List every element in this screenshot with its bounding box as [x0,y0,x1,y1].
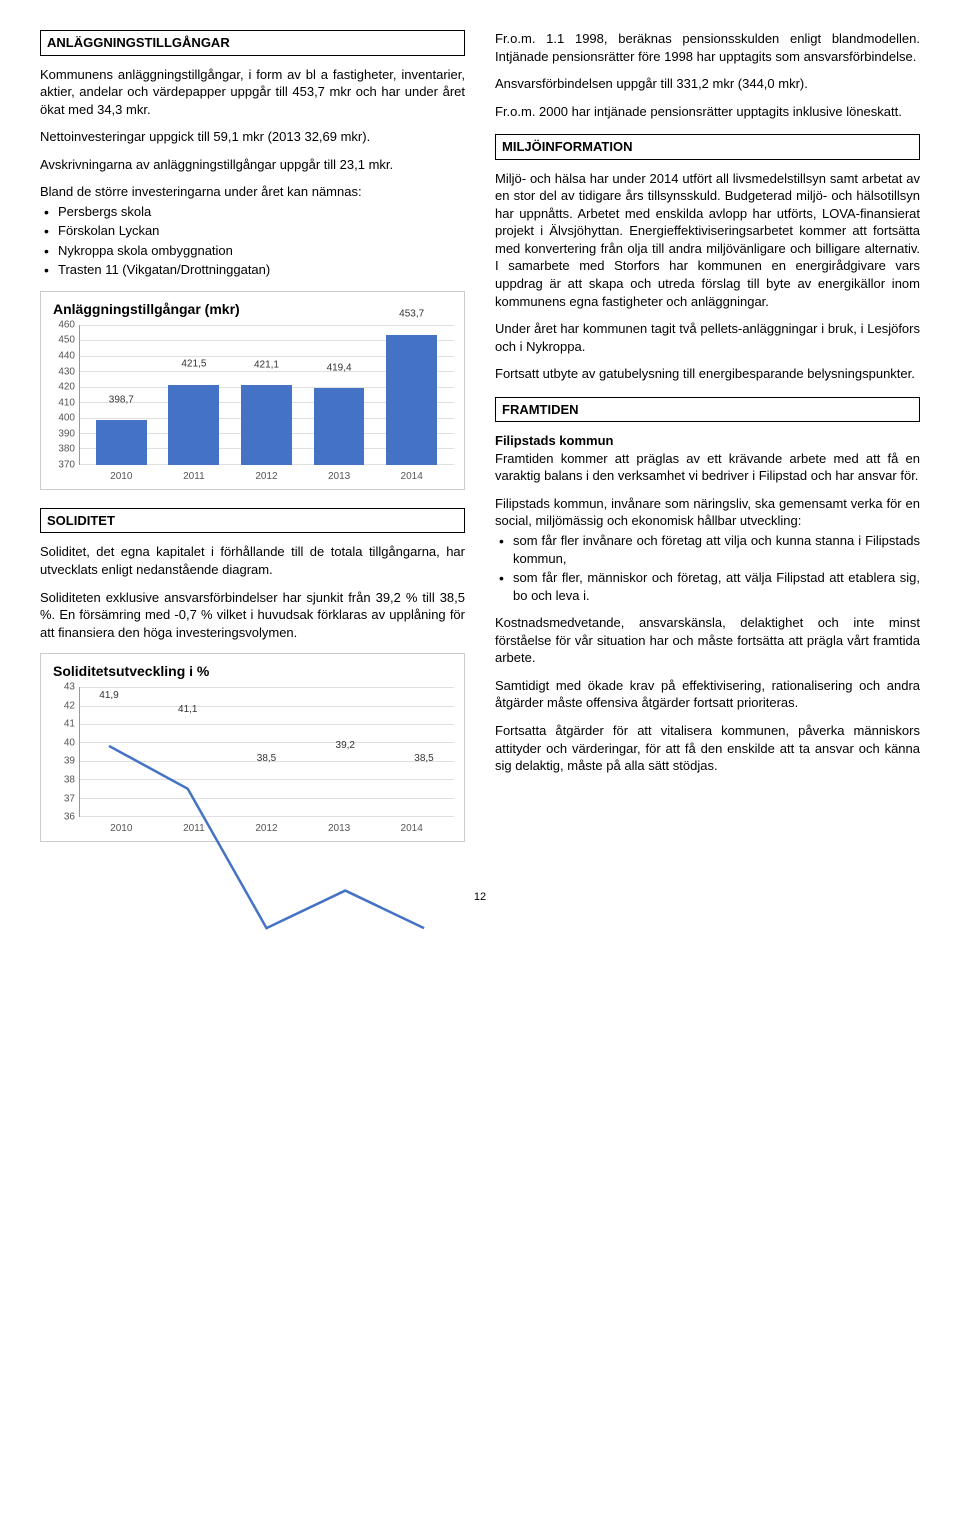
y-tick: 40 [64,736,75,750]
right-column: Fr.o.m. 1.1 1998, beräknas pensionsskuld… [495,30,920,860]
y-tick: 380 [58,443,75,457]
para-text: Framtiden kommer att präglas av ett kräv… [495,451,920,484]
chart-title: Anläggningstillgångar (mkr) [47,300,458,319]
y-tick: 450 [58,334,75,348]
bar: 419,4 [303,325,376,465]
para: Fortsatta åtgärder för att vitalisera ko… [495,722,920,775]
y-tick: 390 [58,427,75,441]
bar: 421,5 [158,325,231,465]
x-tick: 2010 [85,819,158,837]
para: Avskrivningarna av anläggningstillgångar… [40,156,465,174]
x-tick: 2011 [158,819,231,837]
para: Soliditet, det egna kapitalet i förhålla… [40,543,465,578]
investment-list: Persbergs skola Förskolan Lyckan Nykropp… [40,203,465,279]
y-tick: 400 [58,411,75,425]
y-tick: 43 [64,680,75,694]
bar-value-label: 421,5 [181,358,206,372]
para: Soliditeten exklusive ansvarsförbindelse… [40,589,465,642]
bar: 453,7 [375,325,448,465]
bar: 398,7 [85,325,158,465]
list-item: Persbergs skola [40,203,465,221]
y-tick: 39 [64,755,75,769]
heading-miljo: MILJÖINFORMATION [495,134,920,160]
bar-value-label: 453,7 [399,308,424,322]
y-tick: 38 [64,773,75,787]
list-item: Trasten 11 (Vikgatan/Drottninggatan) [40,261,465,279]
list-item: som får fler, människor och företag, att… [495,569,920,604]
point-label: 39,2 [336,739,355,753]
x-tick: 2014 [375,467,448,485]
para: Under året har kommunen tagit två pellet… [495,320,920,355]
bar-value-label: 398,7 [109,393,134,407]
bar-value-label: 419,4 [327,361,352,375]
y-tick: 420 [58,380,75,394]
para: Fr.o.m. 2000 har intjänade pensionsrätte… [495,103,920,121]
para: Miljö- och hälsa har under 2014 utfört a… [495,170,920,310]
x-tick: 2013 [303,467,376,485]
para: Fortsatt utbyte av gatubelysning till en… [495,365,920,383]
para: Filipstads kommun Framtiden kommer att p… [495,432,920,485]
para: Ansvarsförbindelsen uppgår till 331,2 mk… [495,75,920,93]
y-tick: 37 [64,792,75,806]
list-item: som får fler invånare och företag att vi… [495,532,920,567]
x-tick: 2010 [85,467,158,485]
framtiden-list: som får fler invånare och företag att vi… [495,532,920,604]
para: Kostnadsmedvetande, ansvarskänsla, delak… [495,614,920,667]
chart-title: Soliditetsutveckling i % [47,662,458,681]
x-tick: 2013 [303,819,376,837]
point-label: 41,1 [178,703,197,717]
subheading-filipstad: Filipstads kommun [495,433,613,448]
line-chart-soliditet: Soliditetsutveckling i % 36 37 38 39 40 41 42 4… [40,653,465,842]
para: Nettoinvesteringar uppgick till 59,1 mkr… [40,128,465,146]
y-tick: 370 [58,458,75,472]
list-item: Nykroppa skola ombyggnation [40,242,465,260]
list-item: Förskolan Lyckan [40,222,465,240]
bar-chart-anlaggning: Anläggningstillgångar (mkr) 370380 390 400… [40,291,465,490]
y-tick: 36 [64,810,75,824]
para: Kommunens anläggningstillgångar, i form … [40,66,465,119]
point-label: 41,9 [99,689,118,703]
bar-value-label: 421,1 [254,358,279,372]
x-tick: 2012 [230,819,303,837]
y-tick: 41 [64,717,75,731]
x-tick: 2012 [230,467,303,485]
y-tick: 42 [64,699,75,713]
para: Fr.o.m. 1.1 1998, beräknas pensionsskuld… [495,30,920,65]
point-label: 38,5 [414,752,433,766]
x-tick: 2014 [375,819,448,837]
y-tick: 430 [58,365,75,379]
heading-soliditet: SOLIDITET [40,508,465,534]
para: Samtidigt med ökade krav på effektiviser… [495,677,920,712]
heading-anlaggning: ANLÄGGNINGSTILLGÅNGAR [40,30,465,56]
y-tick: 460 [58,318,75,332]
point-label: 38,5 [257,752,276,766]
para: Bland de större investeringarna under år… [40,183,465,201]
y-tick: 410 [58,396,75,410]
bar: 421,1 [230,325,303,465]
para: Filipstads kommun, invånare som näringsl… [495,495,920,530]
left-column: ANLÄGGNINGSTILLGÅNGAR Kommunens anläggni… [40,30,465,860]
y-tick: 440 [58,349,75,363]
x-tick: 2011 [158,467,231,485]
heading-framtiden: FRAMTIDEN [495,397,920,423]
